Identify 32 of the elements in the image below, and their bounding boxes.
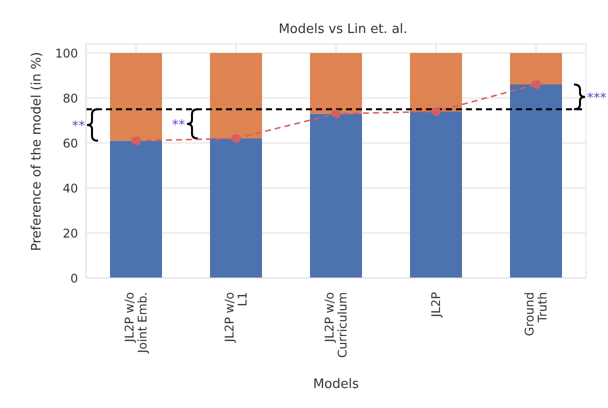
- point: [131, 136, 141, 146]
- point: [531, 80, 541, 90]
- bar: [410, 53, 462, 112]
- x-tick-label: JL2P: [429, 292, 443, 318]
- y-tick-label: 100: [55, 46, 78, 60]
- point: [431, 106, 441, 116]
- bar: [310, 114, 362, 278]
- chart-title: Models vs Lin et. al.: [278, 22, 408, 37]
- x-axis-title: Models: [313, 377, 360, 392]
- y-tick-label: 60: [62, 136, 78, 150]
- text: **: [72, 119, 86, 134]
- y-axis-title: Preference of the model (in %): [30, 52, 45, 251]
- x-tick-label: JL2P w/o Curriculum: [322, 292, 350, 358]
- annotation: **: [172, 118, 186, 133]
- text: ***: [587, 90, 607, 106]
- bar: [110, 53, 162, 141]
- x-tick-label: JL2P w/o Joint Emb.: [122, 292, 150, 354]
- y-tick-label: 20: [62, 226, 78, 240]
- point: [331, 109, 341, 118]
- point: [231, 134, 241, 144]
- x-tick-label: JL2P w/o L1: [222, 292, 250, 344]
- y-tick-label: 40: [62, 181, 78, 196]
- bar: [510, 84, 562, 278]
- bar: [310, 53, 362, 114]
- y-tick-label: 80: [62, 91, 78, 106]
- bar: [410, 112, 462, 278]
- bar: [510, 53, 562, 84]
- x-tick-label: Ground Truth: [522, 292, 550, 336]
- bar: [210, 138, 262, 278]
- bar: [110, 140, 162, 278]
- y-tick-label: 0: [70, 271, 78, 286]
- bar: [210, 53, 262, 138]
